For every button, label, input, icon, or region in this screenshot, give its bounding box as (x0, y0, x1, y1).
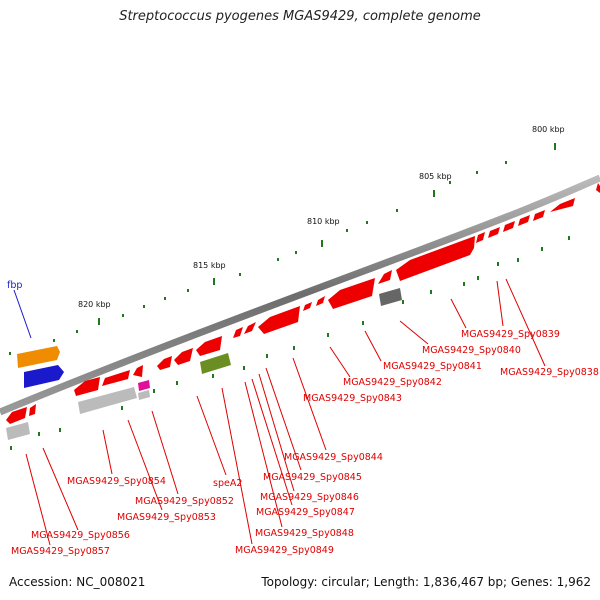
gene-label-spy0844: MGAS9429_Spy0844 (284, 452, 383, 463)
accession-text: Accession: NC_008021 (9, 575, 146, 589)
gene-track-ticks (10, 236, 570, 450)
cds-arrows (6, 183, 600, 424)
blue-feature (24, 365, 64, 388)
orange-feature (17, 346, 60, 368)
cds-arrow (533, 210, 545, 221)
gene-label-spy0843: MGAS9429_Spy0843 (303, 393, 402, 404)
scale-label-820: 820 kbp (78, 300, 111, 309)
scale-label-810: 810 kbp (307, 217, 340, 226)
cds-arrow (258, 306, 300, 334)
gene-label-spy0854: MGAS9429_Spy0854 (67, 476, 166, 487)
gene-label-spy0857: MGAS9429_Spy0857 (11, 546, 110, 557)
gene-label-spy0847: MGAS9429_Spy0847 (256, 507, 355, 518)
label-leaders (25, 278, 546, 546)
cds-arrow (244, 322, 256, 334)
map-title: Streptococcus pyogenes MGAS9429, complet… (119, 9, 481, 24)
cds-arrow (74, 377, 100, 396)
gene-label-spy0838: MGAS9429_Spy0838 (500, 367, 599, 378)
cds-arrow (488, 227, 500, 238)
cds-arrow (396, 236, 475, 281)
gene-label-spy0839: MGAS9429_Spy0839 (461, 329, 560, 340)
scale-ticks (9, 143, 556, 355)
cds-arrow (550, 198, 575, 212)
fbp-leader (13, 289, 32, 339)
cds-arrow (378, 270, 392, 284)
cds-arrow (29, 404, 36, 416)
cds-arrow (303, 302, 312, 311)
scale-label-815: 815 kbp (193, 261, 226, 270)
cds-arrow (157, 356, 172, 370)
gene-label-spy0845: MGAS9429_Spy0845 (263, 472, 362, 483)
cds-arrow (328, 278, 375, 309)
cds-arrow (503, 221, 515, 232)
scale-label-800: 800 kbp (532, 125, 565, 134)
gene-label-spy0856: MGAS9429_Spy0856 (31, 530, 130, 541)
dark-grey-feature (379, 288, 402, 306)
fbp-label: fbp (7, 280, 22, 291)
light-grey-feature (78, 387, 137, 414)
topology-text: Topology: circular; Length: 1,836,467 bp… (261, 575, 591, 589)
genome-backbone (0, 174, 600, 416)
gene-label-spy0848: MGAS9429_Spy0848 (255, 528, 354, 539)
cds-arrow (518, 215, 530, 226)
cds-arrow (476, 232, 485, 243)
cds-arrow (6, 407, 27, 424)
cds-arrow (233, 327, 243, 338)
cds-arrow (596, 183, 600, 193)
cds-arrow (196, 336, 222, 356)
gene-label-spy0846: MGAS9429_Spy0846 (260, 492, 359, 503)
gene-label-spy0841: MGAS9429_Spy0841 (383, 361, 482, 372)
cds-arrow (174, 348, 193, 365)
magenta-feature (138, 380, 150, 391)
gene-label-spy0840: MGAS9429_Spy0840 (422, 345, 521, 356)
light-grey-feature-small (138, 390, 150, 400)
scale-label-805: 805 kbp (419, 172, 452, 181)
cds-arrow (102, 370, 130, 386)
cds-arrow (133, 365, 143, 377)
cds-arrow (316, 296, 325, 306)
gene-label-spy0852: MGAS9429_Spy0852 (135, 496, 234, 507)
olive-feature (200, 353, 231, 374)
gene-label-speA2: speA2 (213, 478, 242, 489)
gene-labels: MGAS9429_Spy0838 MGAS9429_Spy0839 MGAS94… (11, 329, 599, 557)
gene-label-spy0853: MGAS9429_Spy0853 (117, 512, 216, 523)
gene-label-spy0849: MGAS9429_Spy0849 (235, 545, 334, 556)
grey-feature-left (6, 422, 30, 440)
gene-label-spy0842: MGAS9429_Spy0842 (343, 377, 442, 388)
